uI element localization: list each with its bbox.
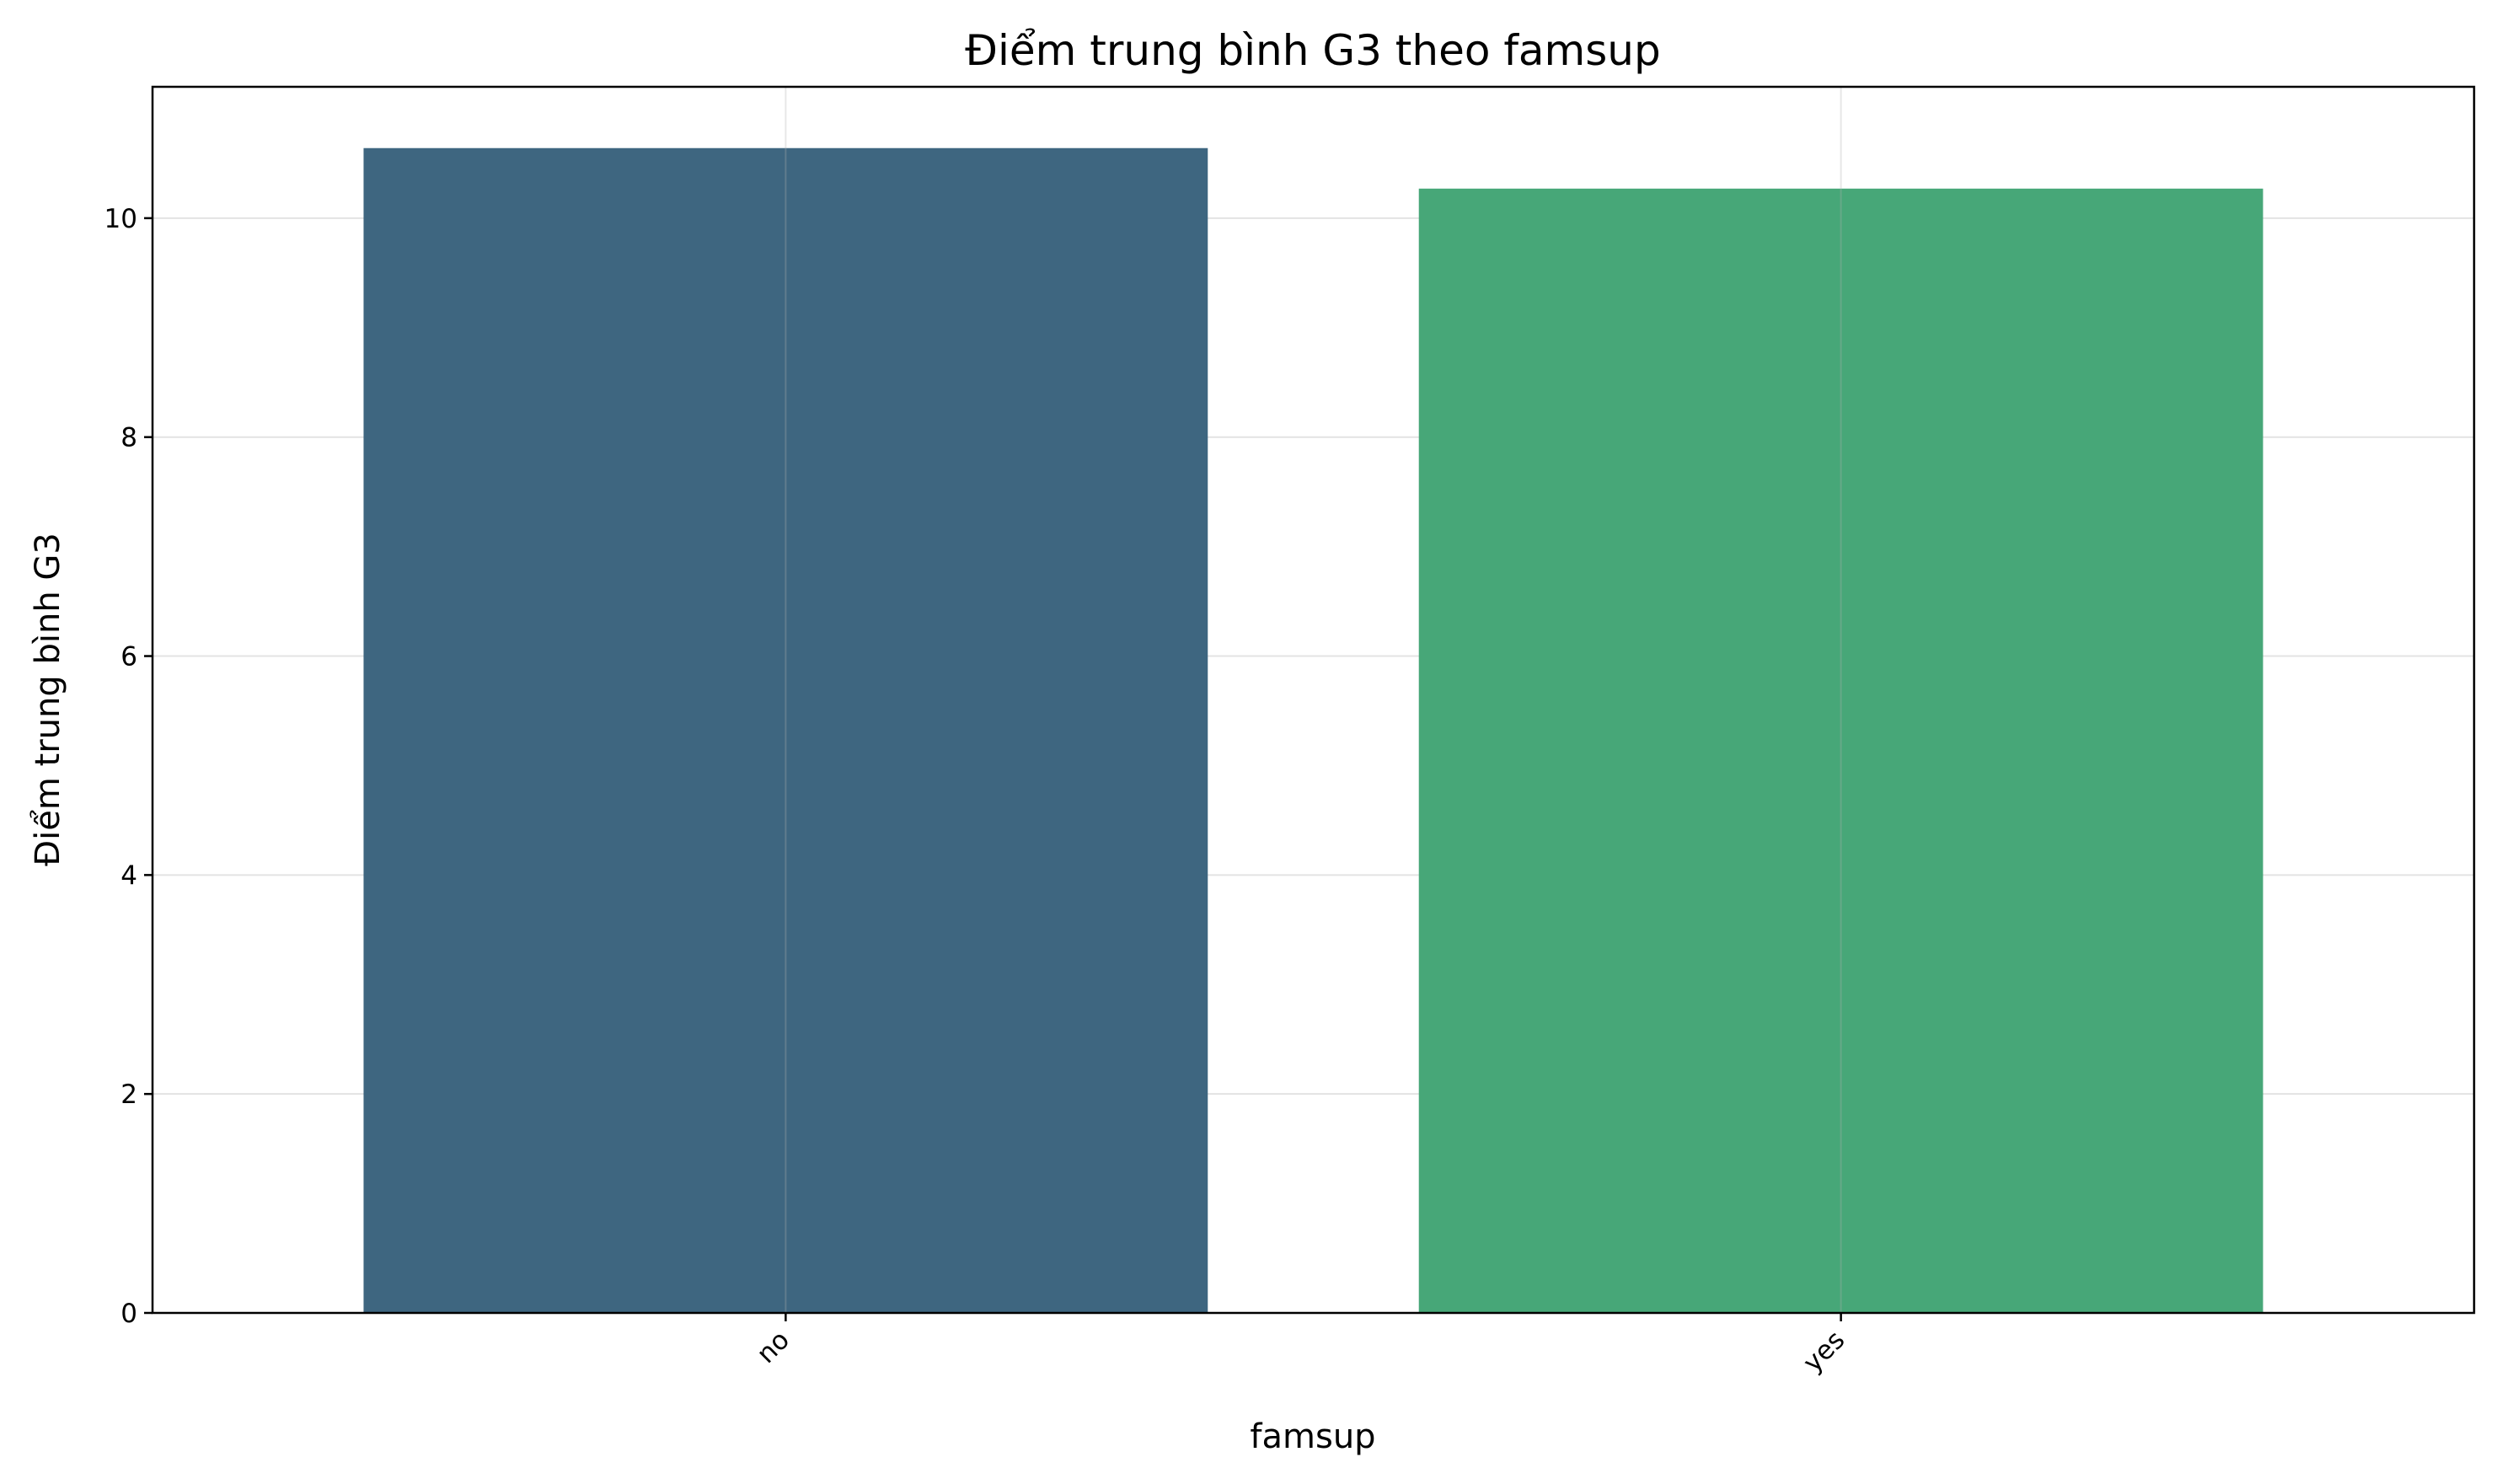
bar-yes bbox=[1418, 188, 2263, 1313]
plot-frame bbox=[151, 85, 2476, 1315]
x-axis-label: famsup bbox=[1250, 1417, 1375, 1456]
chart-title: Điểm trung bình G3 theo famsup bbox=[965, 26, 1661, 75]
y-tick-label: 2 bbox=[121, 1080, 137, 1110]
y-axis-label: Điểm trung bình G3 bbox=[29, 533, 67, 866]
y-tick-label: 4 bbox=[121, 860, 137, 891]
x-grid-lines bbox=[785, 87, 1842, 1313]
y-tick-label: 0 bbox=[121, 1299, 137, 1329]
y-tick-label: 8 bbox=[121, 423, 137, 453]
bars bbox=[363, 147, 2263, 1313]
y-tick-label: 10 bbox=[104, 204, 137, 234]
y-axis-ticks: 0 2 4 6 8 10 bbox=[104, 204, 153, 1329]
bar-no bbox=[363, 147, 1208, 1313]
y-tick-label: 6 bbox=[121, 642, 137, 672]
